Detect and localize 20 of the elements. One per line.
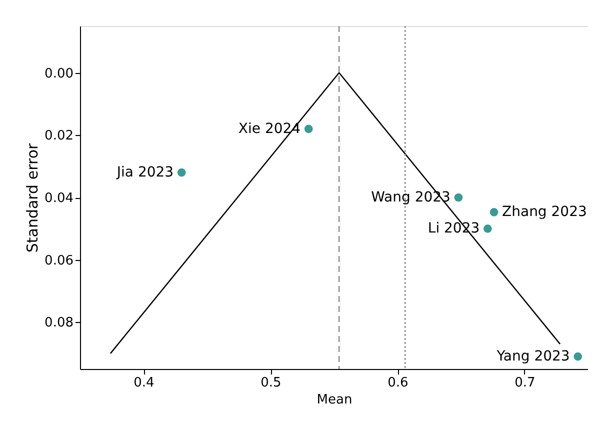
y-tick-label: 0.00 <box>44 66 74 82</box>
point <box>483 224 492 233</box>
y-tick-label: 0.08 <box>44 316 74 331</box>
x-tick-label: 0.7 <box>514 376 536 390</box>
point <box>574 352 582 361</box>
y-axis-title: Standard error <box>24 142 42 253</box>
point <box>304 124 313 134</box>
x-tick-label: 0.5 <box>260 376 282 390</box>
x-tick-label: 0.6 <box>388 376 408 390</box>
point <box>177 168 186 177</box>
annotation: Zhang 2023 <box>502 204 587 220</box>
annotation: Jia 2023 <box>116 164 174 181</box>
y-tick-label: 0.04 <box>44 191 74 206</box>
annotation: Yang 2023 <box>496 348 570 365</box>
x-tick-label: 0.4 <box>134 376 154 390</box>
point <box>490 208 498 216</box>
y-tick-label: 0.02 <box>44 128 74 144</box>
point <box>454 193 463 202</box>
y-tick-label: 0.06 <box>44 253 74 268</box>
x-axis-title: Mean <box>316 392 352 408</box>
